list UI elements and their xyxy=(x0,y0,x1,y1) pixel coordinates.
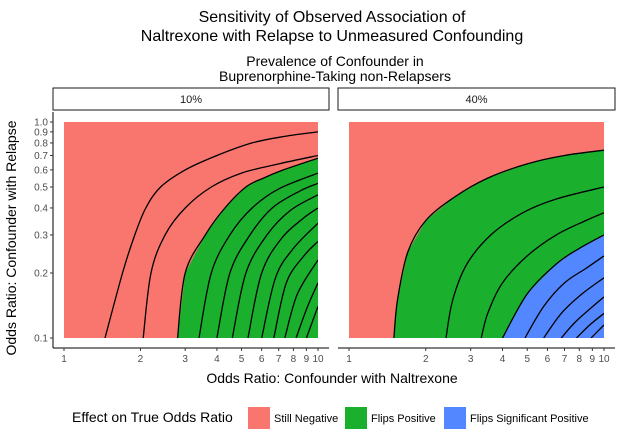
y-axis: 0.1 0.2 0.3 0.4 0.5 0.6 0.7 0.80.91.0 xyxy=(34,112,54,348)
region-fills xyxy=(349,122,604,338)
x-tick-label: 9 xyxy=(590,354,596,365)
chart-title: Sensitivity of Observed Association of N… xyxy=(141,9,523,45)
facet-title: Prevalence of Confounder in Buprenorphin… xyxy=(219,53,451,84)
legend-label: Still Negative xyxy=(274,413,338,425)
y-tick-label: 0.1 xyxy=(34,334,48,345)
x-tick-label: 6 xyxy=(259,354,265,365)
x-tick-label: 5 xyxy=(524,354,530,365)
facet-panel-1: 10% xyxy=(52,87,330,338)
contour-line xyxy=(284,259,318,338)
x-tick-label: 9 xyxy=(304,354,310,365)
x-tick-label: 4 xyxy=(500,354,506,365)
legend-label: Flips Positive xyxy=(371,413,436,425)
x-tick-label: 1 xyxy=(346,354,352,365)
contour-line xyxy=(142,154,318,338)
x-axis-panel-2: 1 2 3 4 5 6 7 8 9 10 xyxy=(338,347,615,365)
legend-title: Effect on True Odds Ratio xyxy=(72,409,233,425)
y-tick-label: 0.8 xyxy=(34,138,48,149)
contour-line xyxy=(524,255,604,338)
contour-line xyxy=(501,234,604,338)
y-tick-label: 1.0 xyxy=(34,118,48,129)
x-tick-label: 4 xyxy=(214,354,220,365)
x-tick-label: 6 xyxy=(545,354,551,365)
contour-line xyxy=(305,306,318,338)
facet-strip-label: 10% xyxy=(180,94,202,106)
x-tick-label: 2 xyxy=(138,354,144,365)
x-axis-panel-1: 1 2 3 4 5 6 7 8 9 10 xyxy=(53,347,329,365)
contour-line xyxy=(560,296,604,338)
x-tick-label: 7 xyxy=(276,354,282,365)
facet-title-line-1: Prevalence of Confounder in xyxy=(246,53,423,69)
facet-strip-label: 40% xyxy=(465,94,487,106)
y-tick-label: 0.3 xyxy=(34,230,48,241)
x-tick-label: 5 xyxy=(239,354,245,365)
x-axis-title: Odds Ratio: Confounder with Naltrexone xyxy=(206,370,458,386)
legend-swatch xyxy=(248,407,270,429)
y-tick-label: 0.6 xyxy=(34,165,48,176)
x-tick-label: 8 xyxy=(291,354,297,365)
y-tick-label: 0.2 xyxy=(34,268,48,279)
legend-label: Flips Significant Positive xyxy=(470,413,589,425)
contour-line xyxy=(104,131,318,338)
chart-title-line-2: Naltrexone with Relapse to Unmeasured Co… xyxy=(141,28,523,45)
facet-panels: 10% 40% xyxy=(52,87,616,338)
y-tick-label: 0.4 xyxy=(34,203,48,214)
x-tick-label: 2 xyxy=(423,354,429,365)
legend-swatch xyxy=(444,407,466,429)
facet-title-line-2: Buprenorphine-Taking non-Relapsers xyxy=(219,68,451,84)
x-tick-label: 10 xyxy=(598,354,610,365)
contour-line xyxy=(216,182,318,338)
contour-line xyxy=(590,324,604,338)
y-tick-label: 0.9 xyxy=(34,127,48,138)
facet-strip xyxy=(52,87,330,111)
region-fills xyxy=(64,122,318,338)
contour-line xyxy=(261,222,318,338)
contour-line xyxy=(576,312,604,338)
y-tick-label: 0.7 xyxy=(34,151,48,162)
x-axes: 1 2 3 4 5 6 7 8 9 10 1 2 3 4 5 6 7 8 9 10 xyxy=(53,347,615,365)
legend-item: Flips Positive xyxy=(345,407,436,429)
x-tick-label: 3 xyxy=(182,354,188,365)
facet-strip xyxy=(337,87,616,111)
contour-line xyxy=(273,240,318,338)
x-tick-label: 7 xyxy=(562,354,568,365)
contour-line xyxy=(231,194,318,338)
facet-panel-2: 40% xyxy=(337,87,616,338)
legend-item: Still Negative xyxy=(248,407,338,429)
legend-item: Flips Significant Positive xyxy=(444,407,589,429)
legend-swatch xyxy=(345,407,367,429)
y-axis-title: Odds Ratio: Confounder with Relapse xyxy=(3,120,19,355)
contour-line xyxy=(295,282,318,338)
x-tick-label: 10 xyxy=(312,354,324,365)
x-tick-label: 1 xyxy=(61,354,67,365)
contour-line xyxy=(176,157,318,338)
contour-line xyxy=(198,172,318,338)
region-flips-significant-positive xyxy=(502,234,604,338)
chart-title-line-1: Sensitivity of Observed Association of xyxy=(199,9,466,26)
y-tick-label: 0.5 xyxy=(34,183,48,194)
legend: Effect on True Odds Ratio Still Negative… xyxy=(72,407,589,429)
contour-line xyxy=(543,277,604,338)
contour-line xyxy=(480,212,604,338)
x-tick-label: 3 xyxy=(468,354,474,365)
x-tick-label: 8 xyxy=(577,354,583,365)
contour-line xyxy=(247,207,318,338)
contour-line xyxy=(393,149,604,338)
contour-line xyxy=(445,186,604,338)
